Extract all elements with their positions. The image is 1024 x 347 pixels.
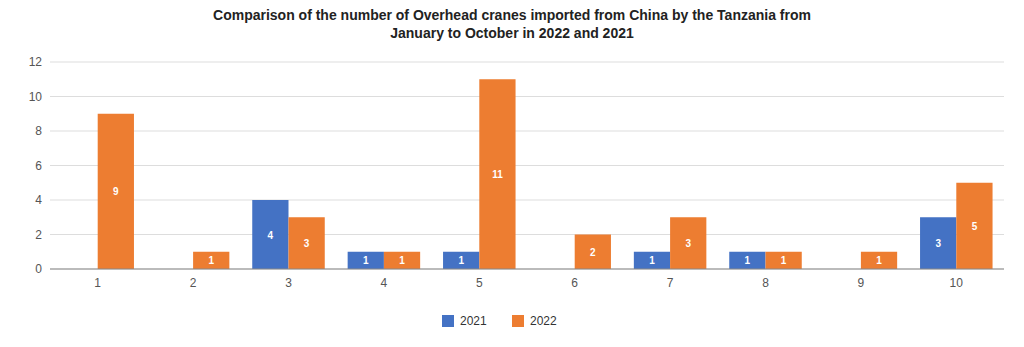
chart-container: Comparison of the number of Overhead cra… — [0, 0, 1024, 347]
data-label: 1 — [745, 255, 751, 266]
x-tick-label: 5 — [476, 276, 483, 290]
x-tick-label: 8 — [762, 276, 769, 290]
x-tick-label: 10 — [950, 276, 964, 290]
y-tick-label: 6 — [35, 159, 42, 173]
grid-line — [50, 234, 1004, 235]
y-tick-label: 12 — [29, 55, 43, 69]
bar — [729, 252, 765, 269]
data-label: 9 — [113, 186, 119, 197]
y-tick-label: 2 — [35, 228, 42, 242]
grid-line — [50, 62, 1004, 63]
bar — [920, 217, 956, 269]
legend: 2021 2022 — [442, 314, 557, 328]
data-label: 1 — [876, 255, 882, 266]
bar — [98, 114, 134, 269]
y-tick-label: 8 — [35, 124, 42, 138]
data-label: 11 — [492, 169, 503, 180]
data-label: 5 — [972, 221, 978, 232]
bar — [766, 252, 802, 269]
bar — [443, 252, 479, 269]
y-tick-label: 10 — [29, 90, 43, 104]
x-tick-label: 2 — [190, 276, 197, 290]
bar — [193, 252, 229, 269]
x-tick-label: 9 — [858, 276, 865, 290]
bar — [861, 252, 897, 269]
data-label: 1 — [363, 255, 369, 266]
data-label: 4 — [268, 230, 274, 241]
bar — [384, 252, 420, 269]
x-tick-label: 1 — [94, 276, 101, 290]
data-labels: 41111391311123115 — [113, 169, 978, 266]
data-label: 1 — [208, 255, 214, 266]
bar — [479, 79, 515, 269]
legend-label: 2021 — [460, 314, 487, 328]
y-tick-label: 4 — [35, 193, 42, 207]
grid-line — [50, 165, 1004, 166]
y-tick-label: 0 — [35, 262, 42, 276]
data-label: 1 — [458, 255, 464, 266]
legend-swatch — [442, 315, 454, 327]
x-tick-label: 3 — [285, 276, 292, 290]
data-label: 3 — [685, 238, 691, 249]
x-axis-line — [50, 269, 1004, 270]
title-line: Comparison of the number of Overhead cra… — [213, 7, 811, 23]
data-label: 1 — [399, 255, 405, 266]
bar — [575, 235, 611, 270]
data-label: 1 — [781, 255, 787, 266]
grid-line — [50, 96, 1004, 97]
x-tick-label: 4 — [381, 276, 388, 290]
data-label: 3 — [304, 238, 310, 249]
bars — [98, 79, 993, 269]
x-tick-label: 6 — [571, 276, 578, 290]
bar — [289, 217, 325, 269]
x-tick-label: 7 — [667, 276, 674, 290]
legend-swatch — [512, 315, 524, 327]
chart-svg: Comparison of the number of Overhead cra… — [0, 0, 1024, 347]
data-label: 2 — [590, 247, 596, 258]
legend-label: 2022 — [530, 314, 557, 328]
title: Comparison of the number of Overhead cra… — [213, 7, 811, 41]
grid-line — [50, 131, 1004, 132]
bar — [252, 200, 288, 269]
grid-line — [50, 269, 1004, 270]
bar — [348, 252, 384, 269]
grid-line — [50, 200, 1004, 201]
bar — [956, 183, 992, 269]
data-label: 3 — [935, 238, 941, 249]
data-label: 1 — [649, 255, 655, 266]
title-line: January to October in 2022 and 2021 — [390, 25, 634, 41]
bar — [670, 217, 706, 269]
grid — [50, 62, 1004, 269]
bar — [634, 252, 670, 269]
